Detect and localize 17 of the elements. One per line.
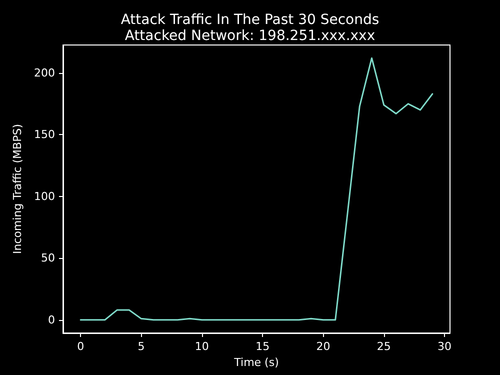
x-tick-label: 10 [194,340,209,353]
y-tick-label: 200 [34,66,55,80]
line-series [80,57,434,321]
x-tick-label: 30 [438,340,452,353]
y-tick-label: 150 [34,128,55,142]
x-tick-label: 25 [376,340,391,353]
x-tick-label: 5 [138,340,145,353]
x-axis-title: Time (s) [233,356,279,369]
chart-subtitle: Attacked Network: 198.251.xxx.xxx [124,28,376,44]
y-tick-label: 50 [41,252,55,265]
x-tick-label: 0 [77,340,84,353]
y-axis-title: Incoming Traffic (MBPS) [11,124,24,254]
x-tick-label: 20 [316,340,330,353]
y-tick-label: 0 [48,313,55,326]
x-tick-label: 15 [256,340,270,353]
chart-title: Attack Traffic In The Past 30 Seconds [120,12,380,28]
y-tick-label: 100 [34,190,55,203]
